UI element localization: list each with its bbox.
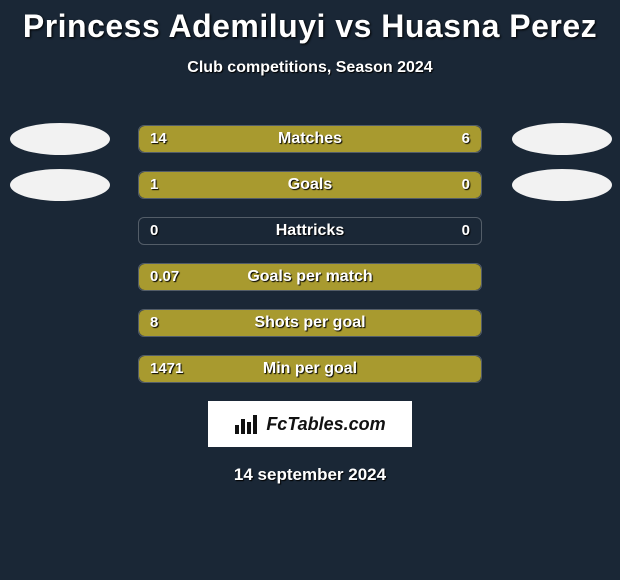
metric-row: 146Matches — [0, 125, 620, 153]
bar-zone: 0.07Goals per match — [138, 263, 482, 291]
bar-track — [138, 125, 482, 153]
logo-box: FcTables.com — [208, 401, 412, 447]
value-left: 0.07 — [150, 263, 179, 291]
value-right: 0 — [462, 171, 470, 199]
value-right: 0 — [462, 217, 470, 245]
bar-zone: 00Hattricks — [138, 217, 482, 245]
bar-left-fill — [139, 126, 372, 152]
player-left-avatar — [10, 123, 110, 155]
value-right: 6 — [462, 125, 470, 153]
player-left-avatar — [10, 169, 110, 201]
value-left: 8 — [150, 309, 158, 337]
logo-bars-icon — [234, 413, 260, 435]
logo-text: FcTables.com — [266, 414, 385, 435]
bar-fill — [139, 356, 481, 382]
bar-zone: 8Shots per goal — [138, 309, 482, 337]
bar-track — [138, 309, 482, 337]
bar-track — [138, 171, 482, 199]
bar-track — [138, 355, 482, 383]
bar-track — [138, 217, 482, 245]
bar-fill — [139, 310, 481, 336]
value-left: 1471 — [150, 355, 183, 383]
metric-row: 0.07Goals per match — [0, 263, 620, 291]
value-left: 1 — [150, 171, 158, 199]
player-right-avatar — [512, 169, 612, 201]
subtitle: Club competitions, Season 2024 — [0, 59, 620, 77]
bar-zone: 146Matches — [138, 125, 482, 153]
page-title: Princess Ademiluyi vs Huasna Perez — [0, 0, 620, 45]
bar-zone: 1471Min per goal — [138, 355, 482, 383]
metric-row: 00Hattricks — [0, 217, 620, 245]
metric-row: 8Shots per goal — [0, 309, 620, 337]
metric-row: 1471Min per goal — [0, 355, 620, 383]
value-left: 14 — [150, 125, 167, 153]
player-right-avatar — [512, 123, 612, 155]
bar-track — [138, 263, 482, 291]
comparison-chart: 146Matches10Goals00Hattricks0.07Goals pe… — [0, 125, 620, 383]
bar-fill — [139, 264, 481, 290]
date-label: 14 september 2024 — [0, 465, 620, 485]
bar-zone: 10Goals — [138, 171, 482, 199]
metric-row: 10Goals — [0, 171, 620, 199]
value-left: 0 — [150, 217, 158, 245]
bar-left-fill — [139, 172, 402, 198]
